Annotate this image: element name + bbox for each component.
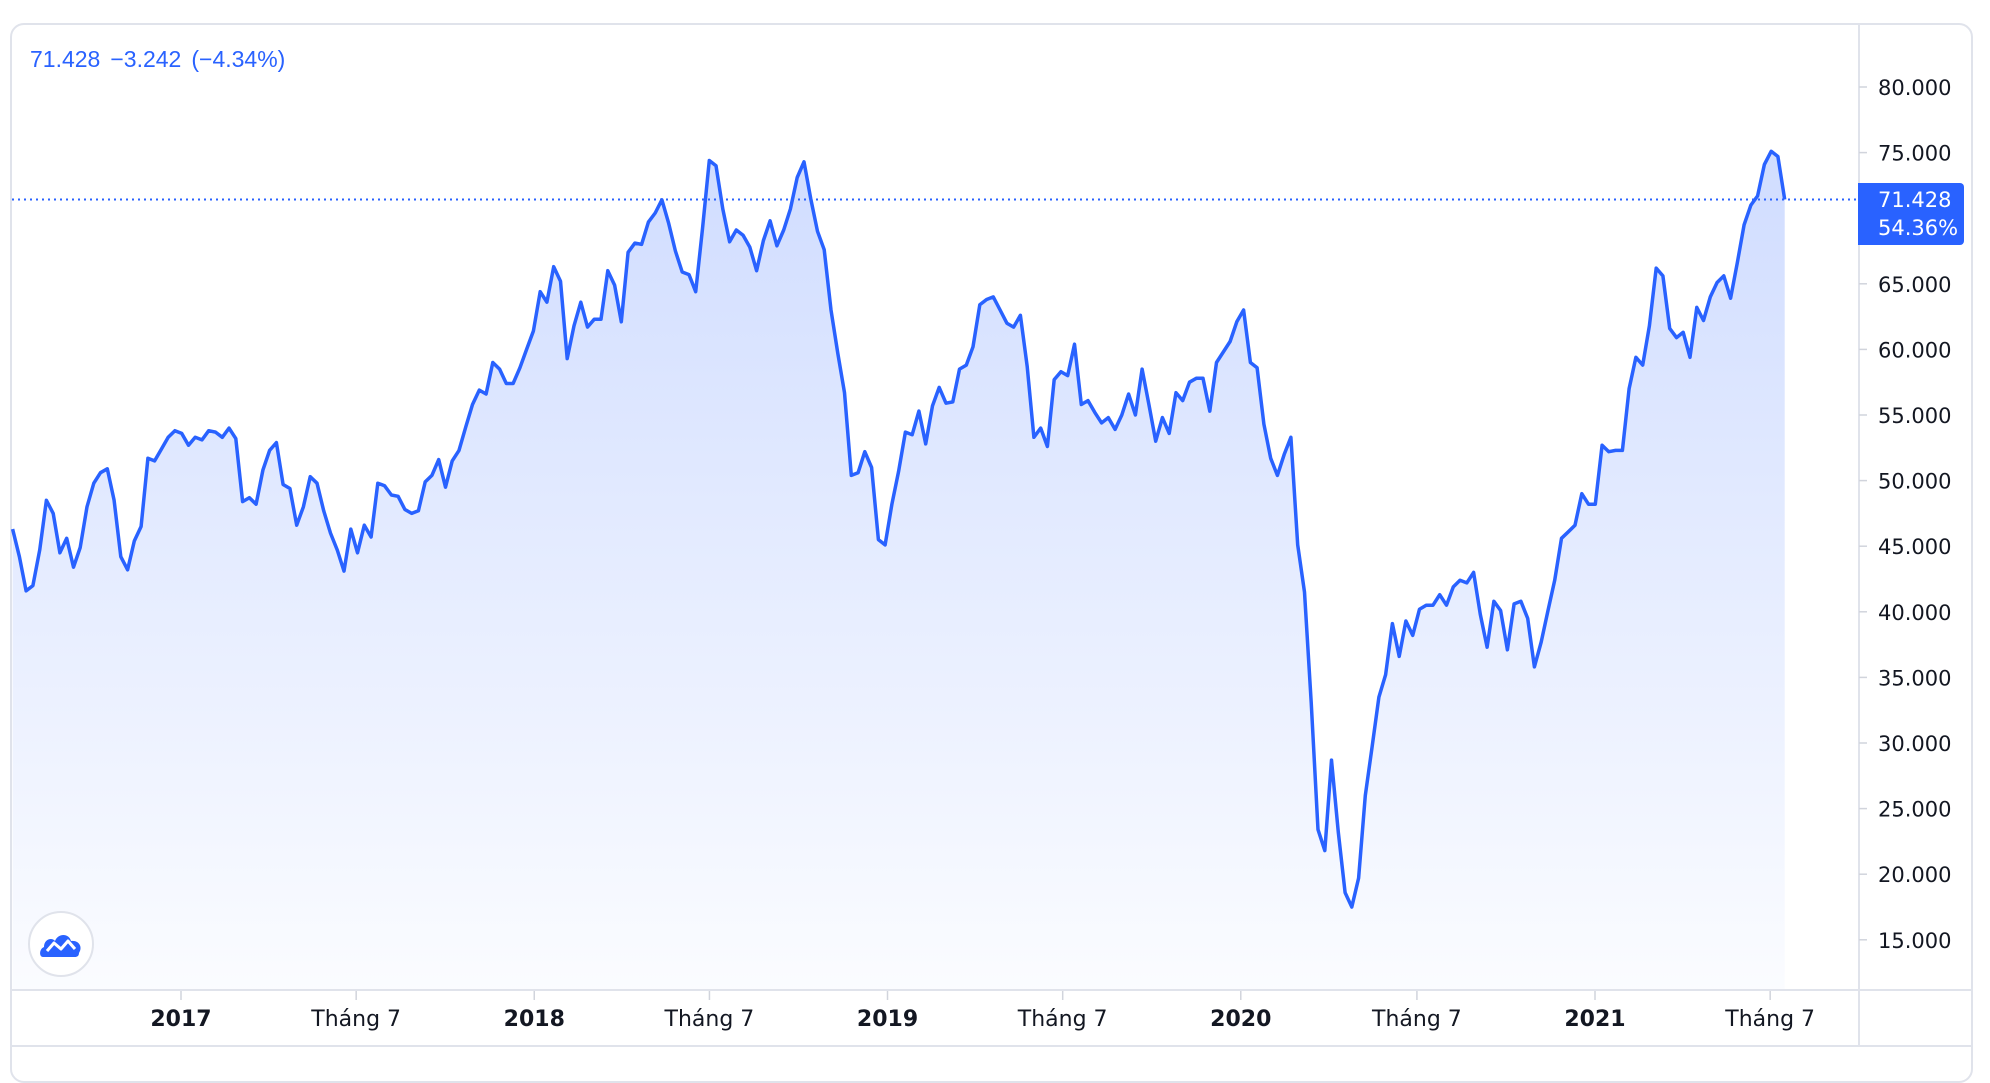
y-tick-label: 30.000 [1878, 732, 1951, 756]
y-tick-label: 35.000 [1878, 666, 1951, 690]
y-tick-label: 40.000 [1878, 601, 1951, 625]
x-tick-label: Tháng 7 [1017, 1007, 1108, 1032]
last-price-badge-value: 71.428 [1878, 188, 1952, 212]
x-tick-label: 2021 [1564, 1007, 1625, 1032]
x-tick-label: Tháng 7 [1371, 1007, 1462, 1032]
y-tick-label: 65.000 [1878, 273, 1951, 297]
y-tick-label: 75.000 [1878, 142, 1951, 166]
y-tick-label: 25.000 [1878, 798, 1951, 822]
price-change: −3.242 [110, 46, 182, 72]
y-tick-label: 20.000 [1878, 863, 1951, 887]
x-tick-label: Tháng 7 [310, 1007, 401, 1032]
price-series-line [10, 149, 1787, 909]
price-header: 71.428 −3.242 (−4.34%) [30, 46, 295, 73]
last-price-badge-percent: 54.36% [1878, 216, 1959, 240]
tradingview-logo-button[interactable] [28, 911, 94, 977]
x-tick-label: 2020 [1210, 1007, 1271, 1032]
price-change-percent: (−4.34%) [191, 46, 286, 72]
y-tick-label: 55.000 [1878, 404, 1951, 428]
last-price-badge: 71.428 54.36% [1858, 183, 1964, 245]
price-area-fill [12, 151, 1785, 991]
tradingview-cloud-icon [40, 935, 81, 957]
y-tick-label: 60.000 [1878, 338, 1951, 362]
x-tick-label: 2018 [504, 1007, 565, 1032]
x-tick-label: 2019 [857, 1007, 918, 1032]
x-tick-label: Tháng 7 [1724, 1007, 1815, 1032]
y-tick-label: 50.000 [1878, 470, 1951, 494]
y-tick-label: 80.000 [1878, 76, 1951, 100]
x-tick-label: 2017 [150, 1007, 211, 1032]
x-tick-label: Tháng 7 [664, 1007, 755, 1032]
y-tick-label: 15.000 [1878, 929, 1951, 953]
time-axis[interactable]: 2017 Tháng 7 2018 Tháng 7 2019 Tháng 7 2020 Thá… [150, 991, 1815, 1032]
y-tick-label: 45.000 [1878, 535, 1951, 559]
last-price: 71.428 [30, 46, 101, 72]
price-axis[interactable]: 80.000 75.000 65.000 60.000 55.000 50.000 45.0… [1859, 76, 1951, 953]
